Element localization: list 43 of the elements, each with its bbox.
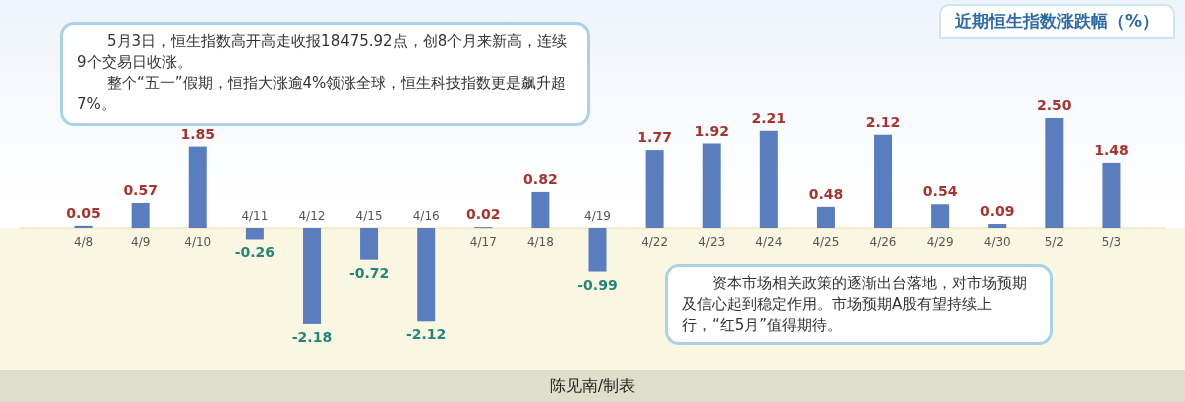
data-label: -0.26 [234,244,276,261]
annotation: 资本市场相关政策的逐渐出台落地，对市场预期及信心起到稳定作用。市场预期A股有望持续上行，“红5月”值得期待。 [682,273,1028,336]
data-label: 2.12 [865,113,901,130]
data-label: 0.57 [123,181,158,198]
x-tick-label: 4/23 [698,235,726,249]
x-tick-label: 4/26 [869,235,897,249]
x-tick-label: 5/2 [1044,235,1064,249]
x-tick-label: 4/19 [584,209,611,223]
data-label: 2.50 [1037,97,1072,113]
x-tick-label: 4/17 [469,235,497,249]
x-tick-label: 4/29 [926,235,954,249]
data-label: 0.48 [808,185,844,202]
x-tick-label: 4/22 [641,235,669,249]
text: 整个“五一”假期，恒指大涨逾4%领涨全球，恒生科技指数更是飙升超7%。 [77,73,568,115]
data-label: 0.82 [523,170,558,187]
x-tick-label: 4/9 [131,235,151,249]
data-label: 1.92 [694,122,729,139]
x-tick-label: 4/11 [241,209,269,223]
text: 5月3日，恒生指数高开高走收报18475.92点，创8个月来新高，连续9个交易日收涨。 [77,31,569,73]
data-label: 0.05 [66,204,101,221]
data-label: 2.21 [751,109,787,126]
x-tick-label: 4/16 [412,209,440,223]
data-label: 0.02 [466,206,501,223]
x-tick-label: 4/24 [755,235,783,249]
x-tick-label: 4/15 [355,209,383,223]
data-label: 1.48 [1094,141,1129,158]
data-label: 1.77 [637,129,672,146]
x-tick-label: 4/10 [184,235,212,249]
x-tick-label: 4/30 [983,235,1011,249]
x-tick-label: 4/18 [526,235,554,249]
x-tick-label: 4/12 [298,209,326,223]
x-tick-label: 5/3 [1101,235,1122,249]
data-label: 1.85 [180,125,216,142]
x-tick-label: 4/8 [73,235,94,249]
data-label: -2.12 [406,326,447,343]
data-label: -0.72 [348,264,390,281]
text: 陈见南/制表 [0,370,1185,402]
data-label: -0.99 [577,276,618,293]
x-tick-label: 4/25 [812,235,840,249]
data-label: -2.18 [291,328,333,345]
data-label: 0.09 [979,203,1015,220]
chart-title: 近期恒生指数涨跌幅（%） [938,4,1175,39]
data-label: 0.54 [922,183,958,200]
